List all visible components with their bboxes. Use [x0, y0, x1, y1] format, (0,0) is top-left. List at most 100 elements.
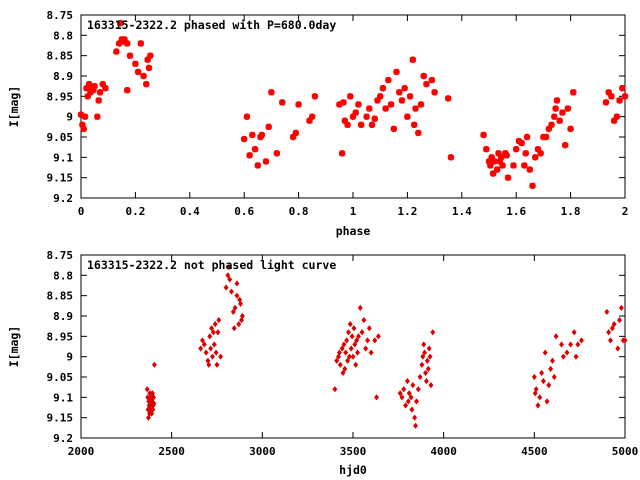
y-axis-ticks: 8.75 8.8 8.85 8.9 8.95 9 9.05 9.1 9.15 9.2: [47, 249, 625, 445]
data-point: [548, 365, 554, 372]
data-point: [403, 402, 409, 409]
data-point: [551, 373, 557, 381]
data-point: [338, 150, 346, 157]
data-point: [347, 321, 353, 328]
data-point: [357, 121, 365, 128]
data-point: [232, 304, 238, 311]
data-point: [374, 97, 381, 104]
data-point: [223, 284, 229, 291]
y-tick-label: 8.75: [47, 9, 74, 22]
data-point: [387, 101, 395, 108]
data-point: [537, 150, 544, 157]
data-point: [212, 321, 218, 328]
data-point: [535, 402, 541, 409]
x-tick-label: 3500: [340, 445, 367, 458]
data-point: [126, 52, 134, 59]
data-point: [337, 361, 343, 368]
data-point: [81, 113, 89, 120]
data-point: [377, 93, 384, 100]
data-point: [231, 325, 237, 332]
data-point: [415, 129, 422, 137]
data-point: [423, 80, 430, 88]
data-point: [295, 101, 302, 108]
data-point: [606, 329, 612, 336]
data-point: [542, 133, 550, 141]
y-tick-label: 9.15: [47, 172, 74, 185]
x-tick-label: 1: [350, 205, 357, 218]
data-point: [95, 97, 102, 104]
data-point: [363, 113, 370, 120]
y-tick-label: 9.2: [53, 432, 73, 445]
data-point: [218, 353, 224, 360]
data-point: [340, 369, 346, 377]
data-point: [279, 99, 286, 106]
data-point: [542, 349, 548, 356]
data-point: [619, 85, 626, 92]
x-tick-label: 1.6: [506, 205, 526, 218]
y-tick-label: 9: [66, 111, 73, 124]
y-tick-label: 8.8: [53, 269, 73, 282]
chart-title: 163315-2322.2 phased with P=680.0day: [87, 18, 336, 32]
data-point: [368, 349, 374, 356]
data-point: [215, 329, 221, 336]
data-point: [355, 333, 361, 340]
data-point: [621, 93, 629, 100]
data-point: [608, 337, 613, 344]
data-point: [140, 72, 147, 80]
data-point: [409, 406, 415, 413]
data-point: [230, 308, 236, 316]
data-point: [410, 382, 416, 389]
data-point: [571, 329, 577, 336]
data-point: [113, 48, 120, 55]
data-point: [147, 52, 154, 59]
y-tick-label: 8.95: [47, 330, 74, 343]
data-point: [556, 117, 563, 124]
data-point: [412, 414, 418, 421]
data-point: [201, 341, 207, 348]
chart-title: 163315-2322.2 not phased light curve: [87, 258, 336, 272]
data-point: [522, 150, 529, 157]
data-point: [124, 40, 131, 47]
data-point: [617, 316, 623, 324]
data-point: [423, 369, 428, 377]
data-point: [144, 56, 151, 63]
data-point: [124, 87, 131, 94]
data-point: [258, 131, 266, 139]
data-point: [518, 139, 525, 147]
data-point: [91, 82, 98, 90]
data-point: [616, 97, 623, 104]
data-point: [306, 117, 313, 124]
data-point: [332, 386, 338, 393]
data-point: [349, 333, 355, 340]
data-point: [553, 333, 559, 340]
data-point: [420, 72, 427, 80]
data-point: [406, 390, 412, 397]
data-point: [537, 394, 543, 401]
data-point: [406, 93, 414, 100]
data-point: [447, 154, 455, 161]
data-point: [618, 304, 624, 311]
data-point: [550, 357, 555, 364]
data-point: [548, 121, 555, 128]
data-point: [534, 146, 542, 153]
data-point: [361, 316, 367, 324]
data-point: [292, 129, 300, 137]
data-point: [559, 341, 564, 348]
x-axis-ticks: 2000 2500 3000 3500 4000 4500 5000: [68, 255, 638, 458]
data-point: [143, 80, 150, 88]
data-point: [398, 97, 406, 104]
data-point: [342, 365, 348, 372]
data-point: [90, 87, 97, 94]
data-point: [355, 349, 360, 356]
data-point: [239, 312, 245, 320]
data-point: [390, 125, 397, 133]
data-point: [523, 133, 531, 141]
x-axis-ticks: 0 0.2 0.4 0.6 0.8 1 1.2 1.4 1.6 1.8 2: [78, 15, 628, 218]
data-point: [552, 105, 559, 112]
y-axis-label: I[mag]: [7, 86, 21, 128]
data-point: [405, 398, 411, 405]
data-point: [493, 166, 501, 173]
data-point: [488, 154, 495, 161]
data-point: [343, 349, 349, 356]
y-tick-label: 8.95: [47, 90, 74, 103]
